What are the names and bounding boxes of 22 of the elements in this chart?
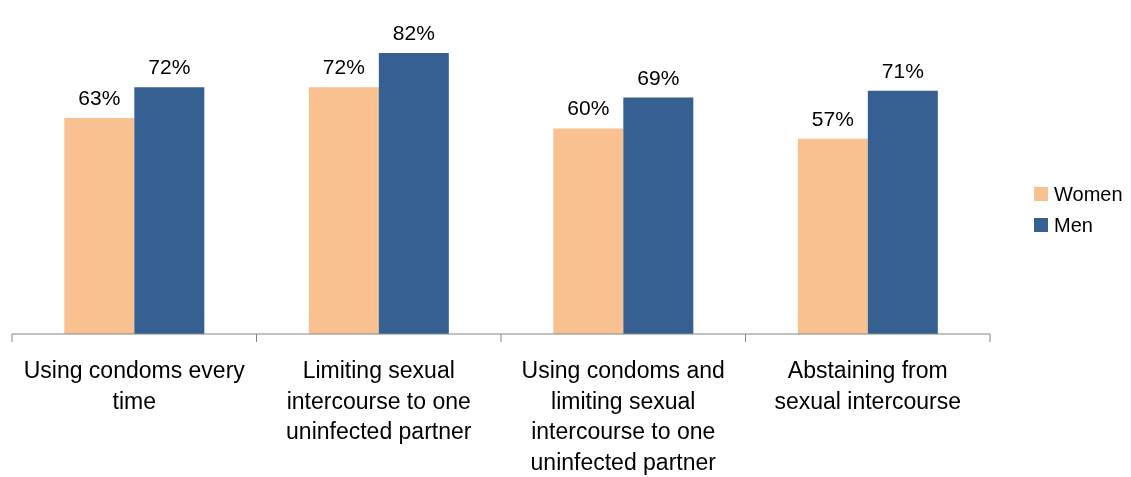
data-label: 72% (322, 55, 365, 79)
bar (623, 97, 694, 334)
bar (867, 90, 938, 334)
x-tick-label: Using condoms every time (23, 357, 246, 414)
bar (134, 87, 205, 334)
bar (378, 53, 449, 334)
data-label: 60% (567, 96, 610, 120)
data-label: 63% (78, 86, 121, 110)
legend-label: Men (1054, 213, 1093, 236)
x-tick-label: Abstaining from sexual intercourse (774, 357, 962, 414)
data-label: 69% (637, 65, 680, 89)
data-label: 57% (811, 106, 854, 130)
bar (308, 87, 379, 334)
data-label: 82% (392, 21, 435, 44)
data-label: 71% (881, 58, 924, 82)
bar (64, 118, 135, 334)
legend-label: Women (1054, 182, 1123, 205)
x-tick-label: Limiting sexual intercourse to one uninfected partner (286, 357, 472, 444)
x-tick-label: Using condoms and limiting sexual intercourse to one uninfected partner (521, 357, 725, 475)
bar (797, 138, 868, 334)
data-label: 72% (148, 55, 191, 79)
bar (553, 128, 624, 334)
